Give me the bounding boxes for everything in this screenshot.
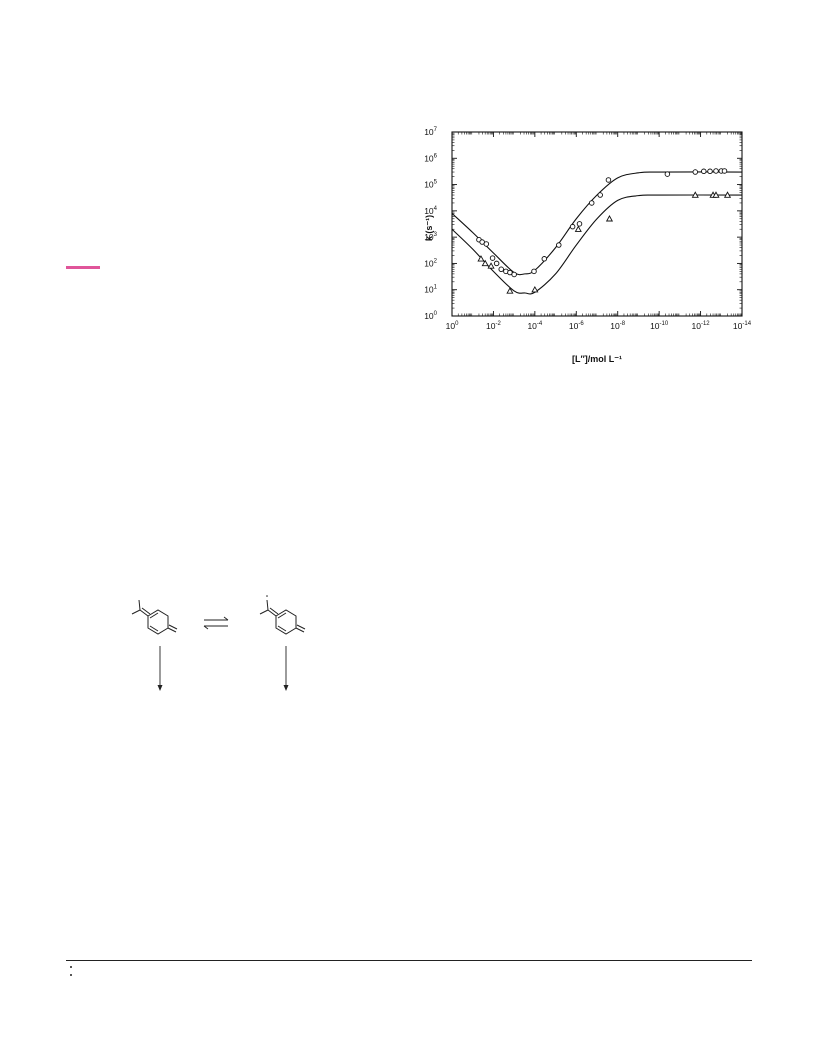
footnote-rule bbox=[66, 960, 752, 961]
ring-double-bond bbox=[277, 625, 287, 632]
x-tick-label: 10-6 bbox=[569, 321, 584, 331]
triangle-data-point bbox=[712, 191, 720, 198]
methylene-double-bond bbox=[167, 624, 178, 633]
right-structure bbox=[259, 595, 306, 635]
triangle-data-point bbox=[487, 262, 495, 269]
triangle-data-point bbox=[691, 191, 699, 198]
circle-data-point bbox=[483, 241, 490, 247]
circle-fit-curve bbox=[451, 171, 743, 276]
y-axis-label: k (s⁻¹) bbox=[424, 215, 434, 241]
exocyclic-double-bond bbox=[267, 607, 279, 617]
equilibrium-arrows bbox=[203, 616, 229, 630]
y-tick-label: 106 bbox=[424, 153, 437, 163]
x-axis-label: [L″]/mol L⁻¹ bbox=[572, 354, 622, 364]
triangle-data-point bbox=[477, 255, 485, 262]
circle-data-point bbox=[701, 168, 707, 175]
triangle-fit-curve bbox=[451, 194, 743, 295]
circle-data-point bbox=[576, 221, 583, 227]
circle-data-point bbox=[511, 271, 517, 278]
x-tick-label: 10-8 bbox=[610, 321, 625, 331]
x-tick-label: 10-12 bbox=[692, 321, 711, 331]
triangle-data-point bbox=[531, 285, 539, 293]
circle-data-point bbox=[531, 268, 537, 275]
circle-data-point bbox=[707, 168, 713, 175]
methyl-bond bbox=[266, 599, 269, 611]
exocyclic-double-bond bbox=[139, 607, 151, 617]
product-arrows bbox=[157, 646, 289, 691]
triangle-data-point bbox=[481, 259, 489, 267]
ring-bond bbox=[275, 609, 297, 635]
methyl-bond bbox=[131, 609, 141, 615]
rate-constant-plot: 100 10-2 10-4 10-6 10-8 10-10 10-12 10-14 100 101… bbox=[424, 127, 752, 364]
section-accent-rule bbox=[66, 266, 100, 269]
triangle-data-point bbox=[605, 215, 614, 222]
circle-data-point bbox=[569, 223, 576, 230]
methyl-bond bbox=[138, 599, 141, 611]
methyl-bond bbox=[259, 609, 269, 615]
circle-data-point bbox=[692, 169, 699, 175]
triangle-data-point bbox=[723, 191, 732, 198]
y-tick-label: 100 bbox=[424, 311, 437, 321]
circle-data-point bbox=[541, 256, 548, 262]
plot-frame bbox=[451, 131, 743, 317]
circle-data-point bbox=[597, 192, 603, 198]
y-tick-label: 104 bbox=[424, 206, 437, 216]
circle-data-point bbox=[493, 260, 500, 267]
radical-dot bbox=[266, 595, 268, 597]
circle-data-point bbox=[605, 177, 612, 183]
triangle-data-point bbox=[574, 225, 582, 232]
footnote-marker bbox=[70, 974, 72, 976]
x-tick-label: 10-4 bbox=[527, 321, 542, 331]
footnote-marker bbox=[70, 966, 72, 968]
circle-data-point bbox=[664, 171, 671, 177]
left-structure bbox=[131, 599, 178, 635]
methylene-double-bond bbox=[295, 624, 306, 633]
circle-data-point bbox=[721, 168, 728, 174]
y-tick-label: 107 bbox=[424, 127, 437, 137]
reaction-scheme bbox=[131, 595, 306, 691]
circle-data-point bbox=[489, 255, 496, 261]
x-tick-label: 10-2 bbox=[486, 321, 501, 331]
y-tick-label: 101 bbox=[424, 285, 437, 295]
y-tick-label: 103 bbox=[424, 232, 437, 242]
circle-data-point bbox=[498, 266, 504, 273]
x-tick-label: 10-14 bbox=[733, 321, 752, 331]
ring-double-bond bbox=[149, 625, 159, 632]
y-tick-label: 105 bbox=[424, 180, 437, 190]
triangle-data-point bbox=[506, 287, 514, 294]
x-tick-label: 100 bbox=[446, 321, 459, 331]
ring-double-bond bbox=[149, 612, 159, 619]
circle-data-point bbox=[588, 200, 595, 206]
circle-data-point bbox=[556, 242, 562, 248]
x-tick-label: 10-10 bbox=[650, 321, 669, 331]
y-tick-label: 102 bbox=[424, 258, 437, 268]
ring-double-bond bbox=[277, 612, 287, 619]
ring-bond bbox=[147, 609, 169, 635]
circle-data-point bbox=[713, 168, 719, 174]
